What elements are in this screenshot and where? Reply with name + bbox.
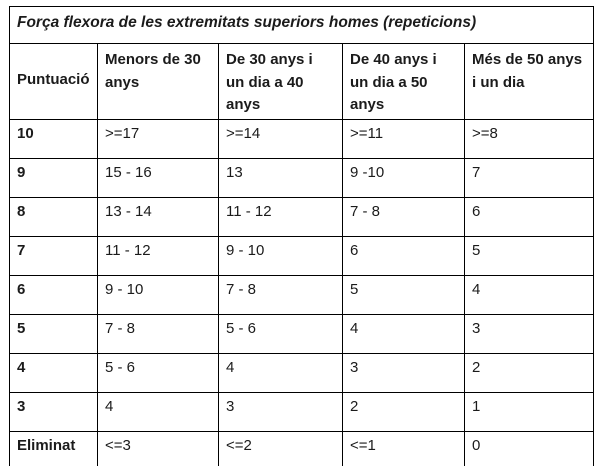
table-row: 3 4 3 2 1	[9, 391, 594, 432]
score-cell: 3	[9, 391, 98, 432]
table-title: Força flexora de les extremitats superio…	[9, 6, 594, 44]
table-row: 7 11 - 12 9 - 10 6 5	[9, 235, 594, 276]
table-cell: 7 - 8	[342, 196, 465, 237]
table-cell: 0	[464, 430, 594, 466]
table-cell: 11 - 12	[218, 196, 343, 237]
table-cell: 7	[464, 157, 594, 198]
score-cell: 9	[9, 157, 98, 198]
score-cell: 5	[9, 313, 98, 354]
table-cell: 13 - 14	[97, 196, 219, 237]
table-cell: <=2	[218, 430, 343, 466]
table-row: 6 9 - 10 7 - 8 5 4	[9, 274, 594, 315]
table-cell: >=14	[218, 118, 343, 159]
table-cell: 7 - 8	[97, 313, 219, 354]
header-mes-50: Més de 50 anys i un dia	[464, 43, 594, 120]
table-cell: 7 - 8	[218, 274, 343, 315]
header-menors-30: Menors de 30 anys	[97, 43, 219, 120]
table-cell: 9 -10	[342, 157, 465, 198]
header-puntuacio: Puntuació	[9, 43, 98, 120]
table-cell: 3	[342, 352, 465, 393]
table-cell: 4	[97, 391, 219, 432]
table-cell: <=3	[97, 430, 219, 466]
header-40-50: De 40 anys i un dia a 50 anys	[342, 43, 465, 120]
table-row: 4 5 - 6 4 3 2	[9, 352, 594, 393]
score-cell: 4	[9, 352, 98, 393]
table-cell: >=11	[342, 118, 465, 159]
table-cell: 3	[218, 391, 343, 432]
table-row: 9 15 - 16 13 9 -10 7	[9, 157, 594, 198]
table-cell: 4	[218, 352, 343, 393]
table-title-row: Força flexora de les extremitats superio…	[9, 6, 594, 44]
table-cell: 9 - 10	[218, 235, 343, 276]
table-cell: 1	[464, 391, 594, 432]
table-row: Eliminat <=3 <=2 <=1 0	[9, 430, 594, 466]
table-cell: 9 - 10	[97, 274, 219, 315]
table-row: 5 7 - 8 5 - 6 4 3	[9, 313, 594, 354]
table-cell: 5 - 6	[97, 352, 219, 393]
table-cell: 6	[464, 196, 594, 237]
table-row: 10 >=17 >=14 >=11 >=8	[9, 118, 594, 159]
table-cell: 5	[342, 274, 465, 315]
table-cell: <=1	[342, 430, 465, 466]
score-cell: Eliminat	[9, 430, 98, 466]
table-cell: >=17	[97, 118, 219, 159]
table-cell: 5 - 6	[218, 313, 343, 354]
table-cell: 4	[342, 313, 465, 354]
table-row: 8 13 - 14 11 - 12 7 - 8 6	[9, 196, 594, 237]
table-cell: 3	[464, 313, 594, 354]
table-cell: 4	[464, 274, 594, 315]
table-cell: >=8	[464, 118, 594, 159]
table-header-row: Puntuació Menors de 30 anys De 30 anys i…	[9, 43, 594, 120]
table-cell: 2	[342, 391, 465, 432]
table-cell: 2	[464, 352, 594, 393]
table-cell: 5	[464, 235, 594, 276]
score-cell: 8	[9, 196, 98, 237]
score-cell: 6	[9, 274, 98, 315]
header-30-40: De 30 anys i un dia a 40 anys	[218, 43, 343, 120]
table-cell: 15 - 16	[97, 157, 219, 198]
table-cell: 13	[218, 157, 343, 198]
score-cell: 7	[9, 235, 98, 276]
table-cell: 6	[342, 235, 465, 276]
score-cell: 10	[9, 118, 98, 159]
score-table: Força flexora de les extremitats superio…	[9, 6, 594, 466]
table-cell: 11 - 12	[97, 235, 219, 276]
